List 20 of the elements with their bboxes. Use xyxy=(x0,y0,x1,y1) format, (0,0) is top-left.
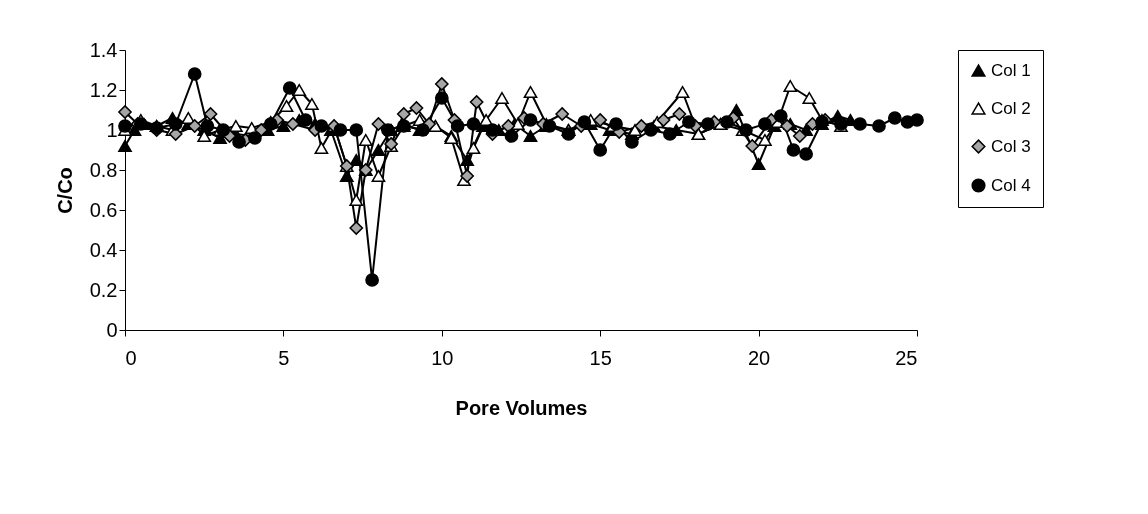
x-tick-label: 10 xyxy=(431,346,454,369)
x-axis-title: Pore Volumes xyxy=(455,396,588,419)
legend-label: Col 2 xyxy=(991,98,1031,118)
y-tick-label: 0.6 xyxy=(89,198,118,221)
legend-label: Col 1 xyxy=(991,60,1031,80)
y-tick-label: 0.8 xyxy=(89,158,118,181)
legend-label: Col 4 xyxy=(991,175,1031,195)
x-tick-label: 25 xyxy=(895,346,918,369)
legend-label: Col 3 xyxy=(991,136,1031,156)
y-tick-label: 0.4 xyxy=(89,238,118,261)
y-tick-label: 0.2 xyxy=(89,278,118,301)
x-tick-label: 0 xyxy=(125,346,137,369)
y-tick-label: 1.2 xyxy=(89,78,118,101)
y-tick-label: 1.4 xyxy=(89,38,118,61)
x-tick-label: 20 xyxy=(747,346,771,369)
x-tick-label: 15 xyxy=(589,346,612,369)
y-axis-title: C/Co xyxy=(53,167,76,214)
y-tick-label: 1 xyxy=(106,118,118,141)
y-tick-label: 0 xyxy=(106,318,118,341)
x-tick-label: 5 xyxy=(278,346,290,369)
